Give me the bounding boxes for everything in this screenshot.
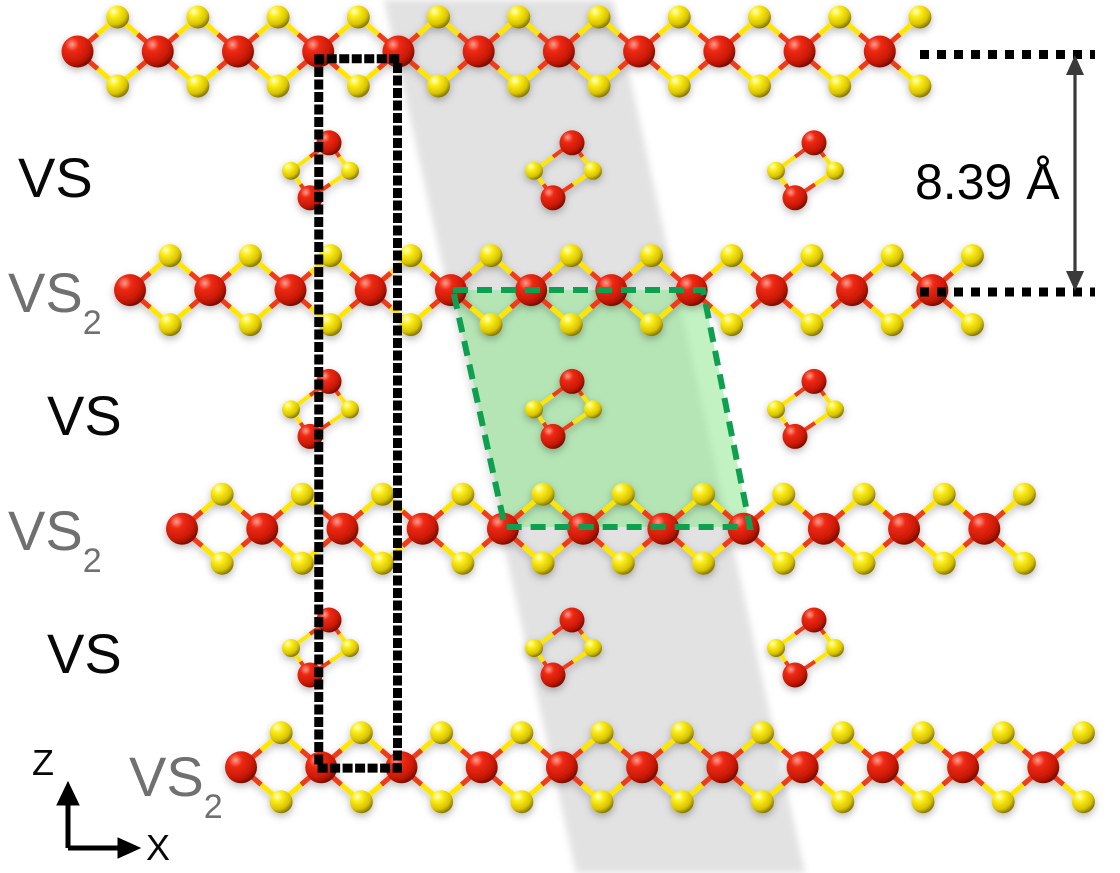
svg-text:VS: VS <box>47 622 122 685</box>
svg-text:VS: VS <box>18 146 93 209</box>
svg-text:VS: VS <box>47 384 122 447</box>
svg-text:8.39 Å: 8.39 Å <box>915 154 1060 210</box>
svg-text:Z: Z <box>32 742 54 783</box>
svg-text:X: X <box>146 827 170 868</box>
